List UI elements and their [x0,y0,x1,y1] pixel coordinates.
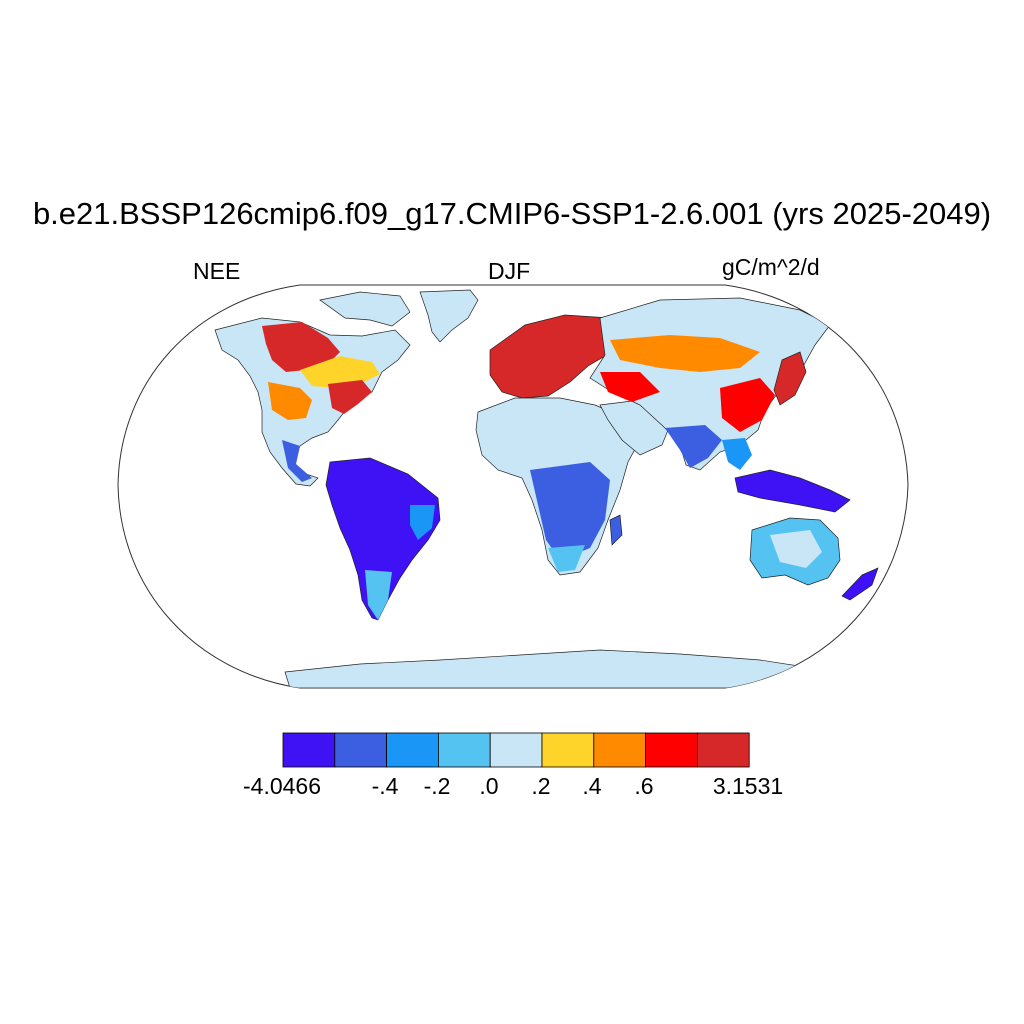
region-southern-africa [548,545,585,572]
colorbar-swatch [697,732,750,768]
colorbar-swatch [386,732,439,768]
colorbar-swatch [489,732,543,768]
region-south-asia [665,425,722,468]
region-antarctica [284,649,813,688]
region-central-africa [530,462,610,560]
region-southeast-asia [722,438,752,470]
region-patagonia [365,570,392,620]
colorbar-label: -.4 [371,773,399,799]
region-new-zealand [841,567,879,601]
colorbar-label: .2 [531,773,551,799]
colorbar-swatch [334,732,387,768]
variable-label: NEE [193,258,241,284]
region-europe [489,314,626,399]
region-madagascar [609,514,623,546]
region-south-america-east [410,505,435,540]
colorbar-label: .4 [582,773,602,799]
region-eastern-us [328,380,372,414]
season-label: DJF [488,258,531,284]
colorbar-swatch [593,732,646,768]
colorbar [282,732,750,768]
region-central-america [282,440,312,482]
colorbar-swatch [437,732,491,768]
colorbar-swatch [541,732,595,768]
region-east-asia [720,378,775,432]
region-north-america-boreal [262,322,340,372]
colorbar-label: -4.0466 [242,773,322,799]
units-label: gC/m^2/d [722,254,820,280]
colorbar-swatch [282,732,336,768]
colorbar-label: -.2 [423,773,451,799]
region-western-us [268,382,312,420]
region-arctic-islands [319,291,411,327]
colorbar-swatch [645,732,698,768]
region-greenland [419,289,479,343]
plot-title: b.e21.BSSP126cmip6.f09_g17.CMIP6-SSP1-2.… [32,196,992,231]
region-canada-band [300,356,380,388]
region-japan [773,351,807,406]
colorbar-label: .0 [479,773,499,799]
colorbar-label: 3.1531 [712,773,784,799]
region-central-asia [600,372,660,402]
colorbar-label: .6 [634,773,654,799]
region-indonesia [734,469,851,513]
region-australia-interior [770,530,822,568]
region-siberia-band [610,335,760,372]
